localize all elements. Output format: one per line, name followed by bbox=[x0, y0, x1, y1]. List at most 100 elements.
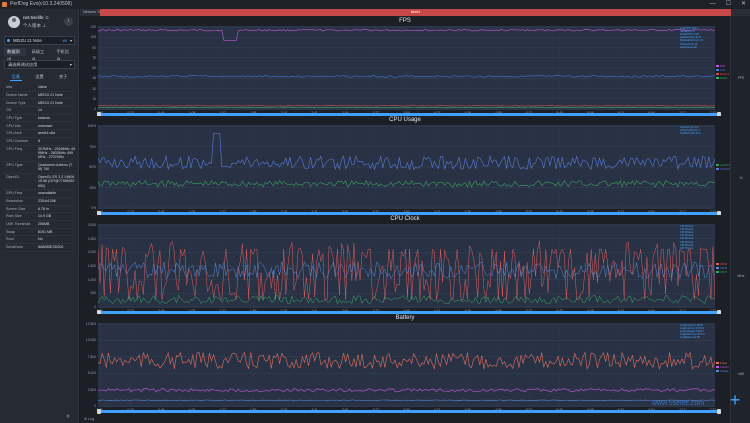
series-legend: CPU0 CPU3 CPU7 bbox=[716, 263, 730, 275]
slider-handle-left[interactable] bbox=[97, 112, 101, 117]
info-row: CPU Corelum 8 bbox=[4, 138, 75, 146]
legend-item[interactable]: TotalCPU bbox=[716, 168, 731, 172]
time-range-slider[interactable] bbox=[97, 310, 721, 315]
info-row: CPU Freq 307MHz - 2016MHz 499MHz - 2803MH… bbox=[4, 146, 75, 162]
tab-device[interactable]: 设备 bbox=[9, 74, 23, 81]
series-line-power bbox=[98, 351, 715, 370]
legend-item[interactable]: FPS bbox=[716, 65, 730, 69]
stats-entry: Avg(Power):6,143.8 bbox=[680, 324, 703, 327]
fps-axis-label: FPS bbox=[737, 76, 745, 80]
time-range-slider[interactable] bbox=[97, 112, 721, 117]
clock-axis-label: MHz bbox=[737, 274, 745, 278]
slider-handle-left[interactable] bbox=[97, 409, 101, 414]
close-button[interactable]: ✕ bbox=[740, 1, 746, 7]
time-range-slider[interactable] bbox=[97, 211, 721, 216]
info-value: No bbox=[38, 237, 43, 242]
y-tick-label: 1,500 bbox=[87, 264, 96, 268]
stats-entry: Var(FPS):7.6 bbox=[680, 30, 695, 34]
stats-entry: AvgCPU(%):41.2 bbox=[680, 129, 700, 133]
legend-swatch bbox=[716, 76, 719, 79]
slider-handle-right[interactable] bbox=[717, 112, 721, 117]
legend-swatch bbox=[716, 362, 719, 365]
add-chart-button[interactable]: + bbox=[729, 390, 741, 410]
stats-entry: Drop(FPS):0.0/h bbox=[680, 33, 699, 37]
legend-item[interactable]: CPU3 bbox=[716, 267, 730, 271]
legend-item[interactable]: Jank bbox=[716, 69, 730, 73]
top-strip: Network Total label1 bbox=[80, 9, 750, 16]
plot-area[interactable] bbox=[98, 26, 715, 110]
legend-item[interactable]: CPU0 bbox=[716, 263, 730, 267]
stats-entry: InterFrame:Off bbox=[680, 45, 697, 49]
info-row: SerialNum 8A8085E2D200 bbox=[4, 244, 75, 252]
legend-item[interactable]: Stutter bbox=[716, 77, 730, 81]
y-tick-label: 75 bbox=[92, 55, 96, 60]
slider-handle-left[interactable] bbox=[97, 211, 101, 216]
network-total-label: Network Total bbox=[83, 10, 105, 14]
tab-phone-info[interactable]: 手机信息 bbox=[56, 49, 69, 62]
legend-swatch bbox=[716, 267, 719, 270]
slider-handle-right[interactable] bbox=[717, 409, 721, 414]
legend-label: Stutter bbox=[720, 76, 728, 80]
tab-about[interactable]: 关于 bbox=[58, 74, 68, 79]
log-toggle[interactable]: ⊕ Log bbox=[84, 417, 95, 421]
info-row: Screen Size 6.78 In bbox=[4, 206, 75, 214]
slider-handle-right[interactable] bbox=[717, 310, 721, 315]
collapse-sidebar-button[interactable]: « bbox=[66, 413, 70, 420]
series-line-voltage bbox=[98, 399, 715, 401]
stats-entry: Jank(/10min):33.8 bbox=[680, 36, 701, 40]
slider-handle-right[interactable] bbox=[717, 211, 721, 216]
legend-swatch bbox=[716, 73, 719, 76]
chart-panel-1: CPU Usage100%75%50%25%0%0:000:230:461:09… bbox=[80, 116, 731, 216]
info-row: LMK Threshold 256MB bbox=[4, 221, 75, 229]
collapse-user-button[interactable]: ‹ bbox=[64, 17, 73, 26]
info-row: Device Name MEIZU 21 Note bbox=[4, 92, 75, 100]
legend-item[interactable]: CPU7 bbox=[716, 271, 730, 275]
legend-item[interactable]: Power bbox=[716, 362, 730, 366]
tab-advanced-tools[interactable]: 高级工具 bbox=[31, 49, 45, 62]
stats-entry: Avg(BatLevel):83 bbox=[680, 336, 700, 340]
info-value: 8A8085E2D200 bbox=[38, 245, 64, 250]
info-key: GPU Freq bbox=[6, 191, 23, 196]
info-key: OpenGL bbox=[6, 175, 20, 179]
legend-item[interactable]: BigJank bbox=[716, 73, 730, 77]
legend-item[interactable]: Voltage bbox=[716, 370, 730, 374]
time-range-slider[interactable] bbox=[97, 409, 721, 414]
chart-svg bbox=[98, 224, 715, 308]
stats-legend: Avg(Power):6,143.8 Avg(Current):1,553.3 Av… bbox=[680, 324, 713, 340]
y-tick-label: 0% bbox=[91, 206, 96, 210]
info-value: OpenGL ES 3.2 V@0615.58 (GIT@7705e807650… bbox=[38, 175, 75, 188]
legend-label: FPS bbox=[720, 65, 726, 68]
plot-area[interactable] bbox=[98, 125, 715, 209]
legend-label: AppCPU bbox=[720, 164, 731, 167]
y-tick-label: 12,500 bbox=[85, 322, 96, 326]
legend-swatch bbox=[716, 164, 719, 167]
stats-entry: CPU4Clock bbox=[680, 237, 694, 241]
user-name: net.5selife ☺ bbox=[23, 15, 50, 20]
tab-data-test[interactable]: 数据测试 bbox=[4, 48, 26, 62]
info-key: Resolution bbox=[6, 199, 23, 203]
legend-item[interactable]: Current bbox=[716, 366, 730, 370]
slider-handle-left[interactable] bbox=[97, 310, 101, 315]
series-line-cpu3 bbox=[98, 261, 715, 280]
cpu-axis-label: % bbox=[739, 176, 743, 180]
info-value: 307MHz - 2016MHz 499MHz - 2803MHz 499MHz… bbox=[38, 146, 75, 160]
series-line-bigjank bbox=[98, 105, 715, 107]
app-selector[interactable]: 请选择测试应用 ▾ bbox=[4, 60, 75, 69]
label-marker-bar[interactable]: label1 bbox=[100, 9, 731, 16]
series-legend: FPS Jank BigJank Stutter bbox=[716, 65, 730, 81]
series-line-cpu0 bbox=[98, 240, 715, 301]
legend-label: Jank bbox=[720, 68, 726, 72]
legend-item[interactable]: AppCPU bbox=[716, 164, 730, 168]
plot-area[interactable] bbox=[98, 323, 715, 407]
device-selector[interactable]: MEIZU 21 Note Wi ▾ bbox=[4, 36, 75, 45]
maximize-button[interactable]: ☐ bbox=[725, 1, 731, 7]
tab-settings[interactable]: 设置 bbox=[35, 74, 44, 79]
legend-label: Voltage bbox=[720, 369, 729, 373]
stats-entry: CPU5Clock bbox=[680, 240, 694, 244]
minimize-button[interactable]: — bbox=[709, 1, 716, 7]
avatar[interactable] bbox=[8, 16, 20, 28]
chevron-down-icon: ▾ bbox=[69, 38, 72, 43]
legend-label: Power bbox=[720, 362, 728, 365]
y-tick-label: 105 bbox=[90, 35, 96, 40]
plot-area[interactable] bbox=[98, 224, 715, 308]
